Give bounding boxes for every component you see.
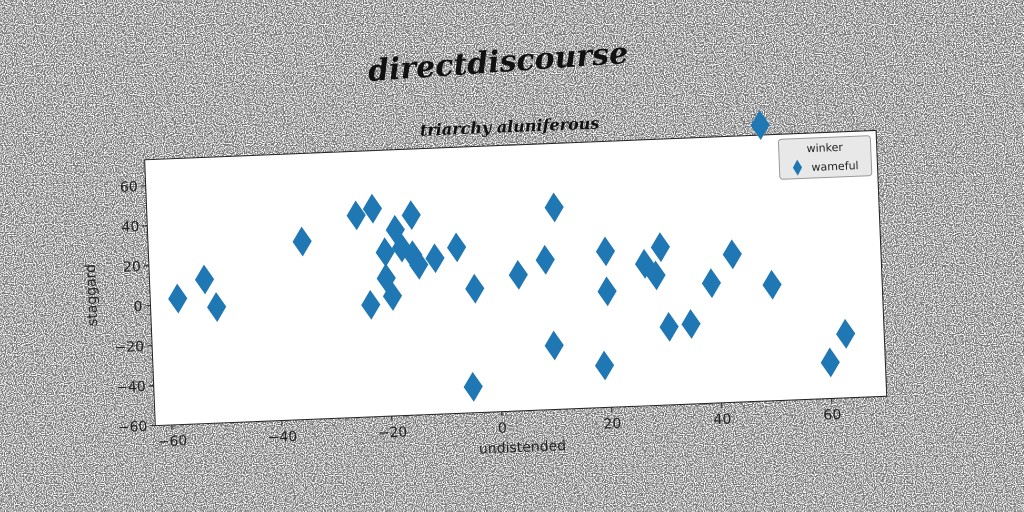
scatter-point xyxy=(292,226,312,257)
scatter-point xyxy=(836,318,856,349)
scatter-point xyxy=(362,193,383,224)
scatter-series-wameful xyxy=(168,110,856,402)
y-tick-label: 20 xyxy=(123,259,141,276)
x-tick-label: 20 xyxy=(603,416,621,433)
scatter-point xyxy=(508,259,528,290)
scatter-point xyxy=(207,292,227,322)
legend-box xyxy=(777,135,873,180)
x-tick-label: −20 xyxy=(377,424,407,441)
legend-title: winker xyxy=(806,141,843,155)
scatter-point xyxy=(447,232,467,263)
scatter-point xyxy=(544,192,564,223)
legend-entry-wameful: wameful xyxy=(811,159,859,174)
scatter-point xyxy=(346,200,366,231)
y-tick-label: −20 xyxy=(114,339,144,356)
axes: triarchy aluniferous −60 −40 −20 0 20 40 60 −6… xyxy=(83,110,888,458)
scatter-point xyxy=(701,268,722,299)
scatter-point xyxy=(681,309,701,339)
scatter-point xyxy=(465,273,485,304)
scatter-point xyxy=(544,330,564,361)
scatter-point xyxy=(535,244,555,275)
scatter-point xyxy=(650,232,670,263)
scatter-point xyxy=(750,110,770,140)
x-tick-label: 60 xyxy=(823,407,841,424)
y-tick-label: −40 xyxy=(116,379,146,396)
x-tick-label: 0 xyxy=(498,420,508,436)
y-axis: −60 −40 −20 0 20 40 60 xyxy=(114,179,156,436)
scatter-point xyxy=(762,269,782,300)
y-tick-label: 60 xyxy=(120,179,138,196)
scatter-point xyxy=(463,371,483,402)
scatter-point xyxy=(595,236,616,267)
x-tick-label: −60 xyxy=(157,433,187,450)
scatter-point xyxy=(722,239,742,270)
y-axis-label: staggard xyxy=(83,264,101,327)
scatter-point xyxy=(361,289,381,320)
y-tick-label: 0 xyxy=(133,299,143,315)
x-axis: −60 −40 −20 0 20 40 60 xyxy=(157,398,842,450)
scatter-point xyxy=(597,276,617,307)
scatter-point xyxy=(594,350,615,381)
x-axis-label: undistended xyxy=(479,438,567,457)
scatter-point xyxy=(659,311,679,342)
y-tick-label: 40 xyxy=(121,219,139,236)
scatter-point xyxy=(409,249,429,280)
scatter-point xyxy=(425,243,445,274)
legend: winker wameful xyxy=(777,135,873,180)
x-tick-label: −40 xyxy=(267,429,297,446)
scatter-point xyxy=(168,283,188,314)
scatter-point xyxy=(382,281,403,311)
scatter-point xyxy=(634,248,655,279)
scatter-point xyxy=(401,200,421,231)
x-tick-label: 40 xyxy=(713,411,731,428)
scatter-point xyxy=(194,264,215,295)
y-tick-label: −60 xyxy=(118,419,148,436)
scatter-point xyxy=(820,347,840,378)
legend-marker-wameful xyxy=(792,159,803,176)
scatter-point xyxy=(646,260,666,291)
